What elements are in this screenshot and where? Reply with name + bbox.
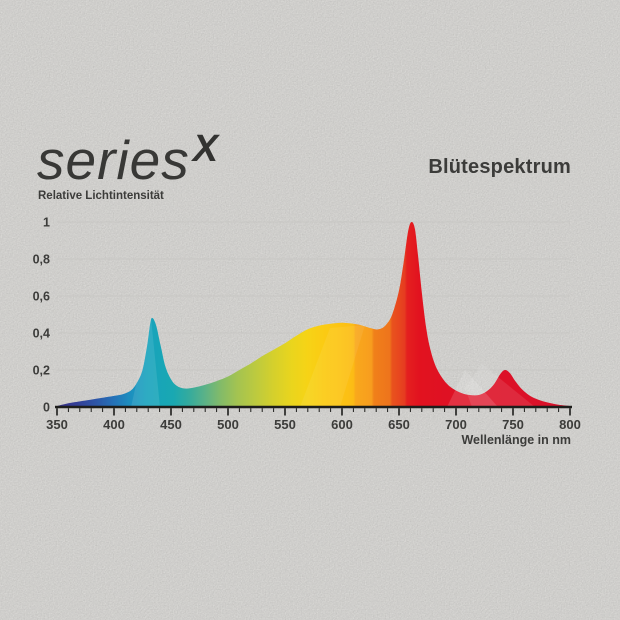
facet-highlight [447,370,498,407]
facet-highlight [131,318,160,407]
y-tick-label: 0,2 [33,364,50,378]
x-tick-label: 350 [46,417,68,432]
y-tick-label: 1 [43,216,50,230]
x-tick-label: 400 [103,417,125,432]
y-tick-label: 0,8 [33,253,50,267]
spectrum-chart: 0 0,2 0,4 0,6 0,8 1 350 400 450 500 550 600 650 700 75… [0,200,620,455]
y-tick-label: 0,4 [33,327,50,341]
y-tick-label: 0 [43,401,50,415]
brand-variant-x: X [192,128,219,170]
x-tick-label: 450 [160,417,182,432]
x-tick-label: 600 [331,417,353,432]
x-tick-label: 700 [445,417,467,432]
y-axis-title: Relative Lichtintensität [38,190,164,202]
x-tick-label: 650 [388,417,410,432]
y-tick-label: 0,6 [33,290,50,304]
facet-highlight [300,325,365,407]
x-tick-label: 500 [217,417,239,432]
x-axis-title: Wellenlänge in nm [461,433,571,447]
x-tick-label: 750 [502,417,524,432]
brand-name: series [37,129,190,191]
spectrum-area-path [57,221,570,407]
brand-logo: series X [37,128,219,191]
x-tick-label: 800 [559,417,581,432]
chart-title: Blütespektrum [428,156,571,178]
facet-highlight [465,364,535,407]
x-tick-label: 550 [274,417,296,432]
